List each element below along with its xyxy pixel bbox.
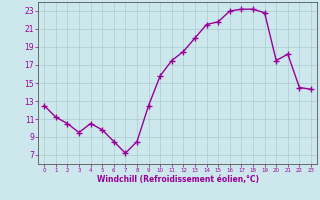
X-axis label: Windchill (Refroidissement éolien,°C): Windchill (Refroidissement éolien,°C) <box>97 175 259 184</box>
